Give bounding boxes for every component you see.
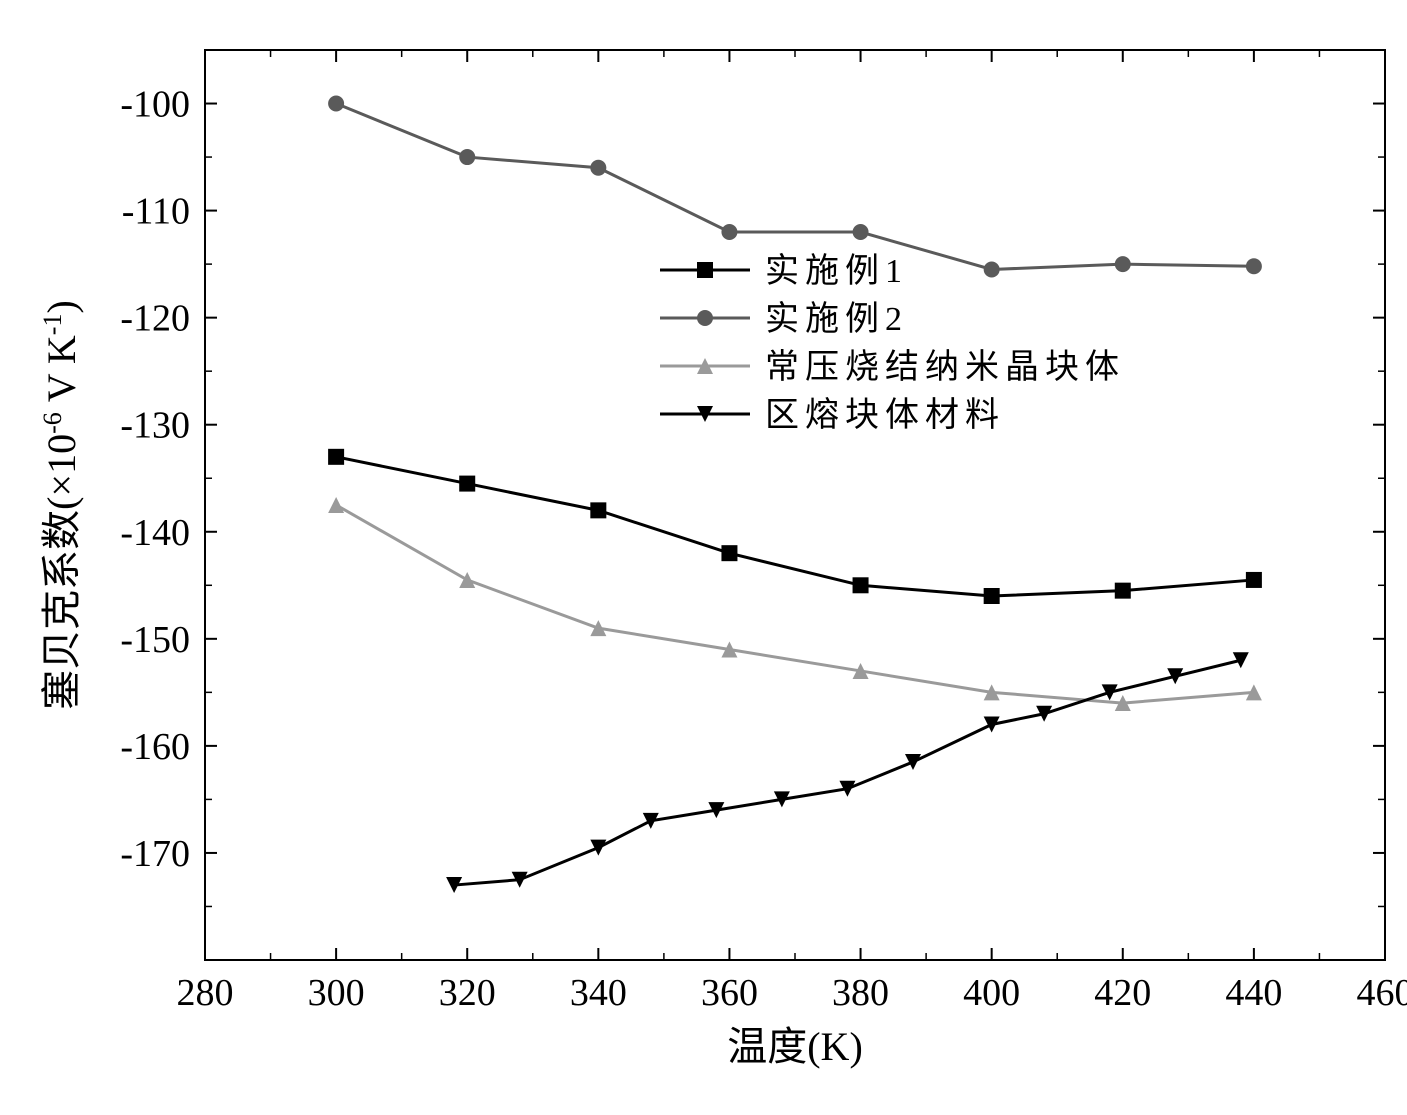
marker-circle-icon: [1115, 256, 1131, 272]
marker-square-icon: [697, 262, 713, 278]
marker-circle-icon: [1246, 258, 1262, 274]
marker-circle-icon: [459, 149, 475, 165]
y-tick-label: -170: [120, 833, 190, 875]
series-s3: [328, 497, 1262, 711]
x-tick-label: 360: [701, 972, 758, 1014]
series-line: [336, 505, 1254, 703]
marker-square-icon: [1246, 572, 1262, 588]
y-axis-label-group: 塞贝克系数(×10-6 V K-1): [38, 300, 85, 710]
x-tick-label: 460: [1357, 972, 1407, 1014]
x-tick-label: 280: [177, 972, 234, 1014]
series-s2: [328, 96, 1262, 278]
y-axis-label: 塞贝克系数(×10-6 V K-1): [38, 300, 85, 710]
marker-square-icon: [590, 502, 606, 518]
marker-triangle-down-icon: [590, 840, 606, 856]
marker-square-icon: [984, 588, 1000, 604]
x-tick-label: 300: [308, 972, 365, 1014]
legend: 实施例1 实施例2 常压烧结纳米晶块体区熔块体材料: [660, 252, 1125, 434]
legend-label: 实施例1: [765, 252, 908, 290]
chart-container: 280 300 320 340 360 380 400 420 440 460 -100 -110 -1…: [20, 20, 1407, 1095]
x-tick-label: 400: [963, 972, 1020, 1014]
marker-circle-icon: [590, 160, 606, 176]
marker-circle-icon: [697, 310, 713, 326]
y-tick-label: -130: [120, 405, 190, 447]
marker-circle-icon: [721, 224, 737, 240]
series-s4: [446, 652, 1249, 893]
marker-circle-icon: [328, 96, 344, 112]
marker-square-icon: [853, 577, 869, 593]
legend-label: 实施例2: [765, 300, 908, 338]
series-line: [336, 104, 1254, 270]
marker-circle-icon: [853, 224, 869, 240]
legend-label: 常压烧结纳米晶块体: [765, 348, 1125, 386]
x-tick-label: 380: [832, 972, 889, 1014]
marker-square-icon: [328, 449, 344, 465]
x-axis-label: 温度(K): [727, 1024, 863, 1069]
y-tick-label: -110: [122, 191, 190, 233]
plot-border: [205, 50, 1385, 960]
marker-circle-icon: [984, 261, 1000, 277]
x-tick-label: 340: [570, 972, 627, 1014]
y-tick-label: -120: [120, 298, 190, 340]
x-tick-label: 440: [1225, 972, 1282, 1014]
x-tick-label: 320: [439, 972, 496, 1014]
marker-square-icon: [1115, 583, 1131, 599]
legend-label: 区熔块体材料: [765, 396, 1005, 434]
marker-triangle-up-icon: [459, 572, 475, 588]
marker-square-icon: [721, 545, 737, 561]
x-tick-label: 420: [1094, 972, 1151, 1014]
chart-svg: 280 300 320 340 360 380 400 420 440 460 -100 -110 -1…: [20, 20, 1407, 1095]
y-tick-label: -160: [120, 726, 190, 768]
y-tick-label: -150: [120, 619, 190, 661]
y-tick-label: -100: [120, 84, 190, 126]
marker-triangle-up-icon: [328, 497, 344, 513]
marker-square-icon: [459, 476, 475, 492]
marker-triangle-down-icon: [905, 754, 921, 770]
y-tick-label: -140: [120, 512, 190, 554]
series-line: [454, 660, 1241, 885]
